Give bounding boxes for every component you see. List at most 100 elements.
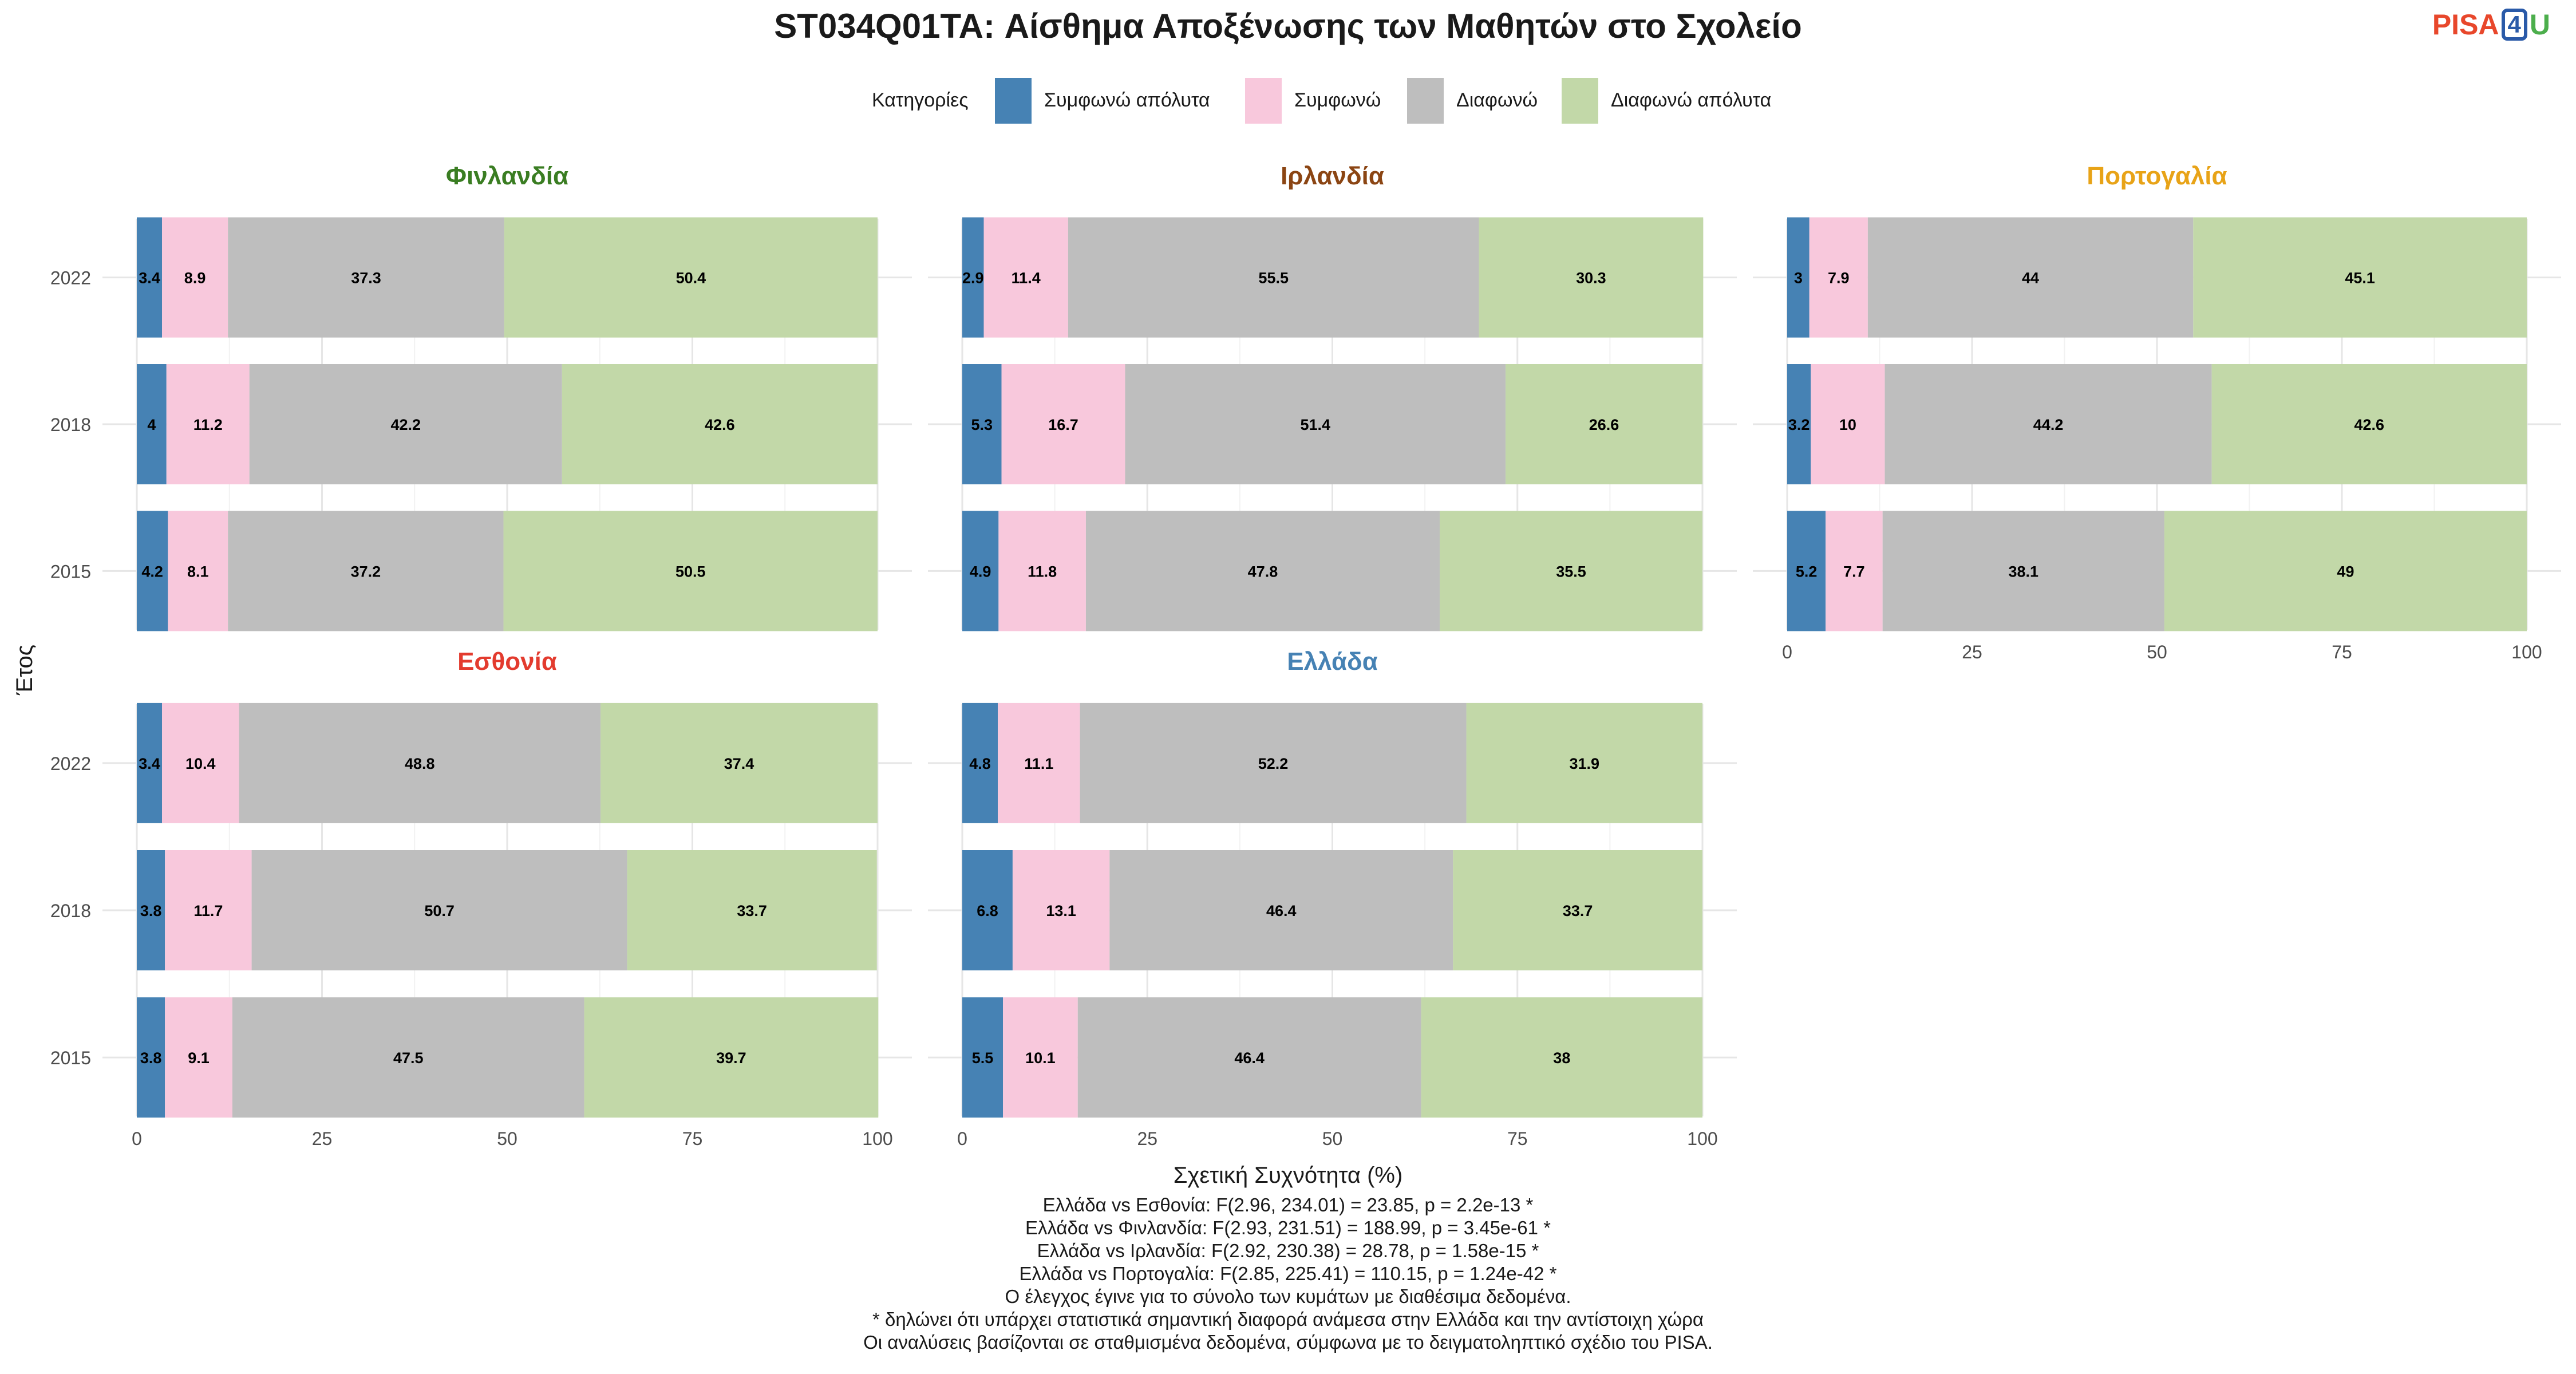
y-tick-label: 2022	[50, 753, 91, 774]
data-label: 51.4	[1300, 416, 1330, 433]
data-label: 38.1	[2009, 563, 2039, 580]
note-line: Οι αναλύσεις βασίζονται σε σταθμισμένα δ…	[863, 1332, 1713, 1353]
bar-segment	[228, 511, 504, 631]
legend-label: Διαφωνώ απόλυτα	[1611, 89, 1771, 111]
legend-swatch	[995, 78, 1032, 124]
bar-segment	[137, 702, 162, 823]
bar-segment	[1787, 364, 1811, 484]
data-label: 47.5	[393, 1049, 424, 1067]
data-label: 48.8	[405, 755, 435, 772]
data-label: 5.2	[1796, 563, 1818, 580]
x-tick-label: 50	[1322, 1128, 1343, 1149]
legend-label: Συμφωνώ	[1294, 89, 1381, 111]
data-label: 52.2	[1258, 755, 1289, 772]
x-tick-label: 0	[1782, 642, 1792, 662]
data-label: 46.4	[1266, 902, 1297, 919]
bar-segment	[228, 217, 504, 338]
data-label: 10.1	[1025, 1049, 1056, 1067]
chart-title: ST034Q01TA: Αίσθημα Αποξένωσης των Μαθητ…	[774, 7, 1801, 45]
data-label: 7.9	[1828, 270, 1850, 287]
data-label: 49	[2337, 563, 2354, 580]
bar-segment	[1882, 511, 2164, 631]
data-label: 45.1	[2345, 270, 2375, 287]
bar-segment	[562, 364, 878, 484]
bar-segment	[137, 217, 162, 338]
data-label: 42.6	[2354, 416, 2385, 433]
data-label: 3.4	[139, 755, 160, 772]
bar-segment	[962, 997, 1003, 1118]
data-label: 3.8	[140, 1049, 162, 1067]
x-tick-label: 25	[312, 1128, 333, 1149]
x-tick-label: 50	[497, 1128, 517, 1149]
y-tick-label: 2018	[50, 414, 91, 435]
bar-segment	[962, 850, 1013, 970]
x-tick-label: 25	[1962, 642, 1982, 662]
logo-pisa-text: PISA	[2432, 9, 2499, 41]
bar-segment	[1453, 850, 1702, 970]
bar-segment	[1506, 364, 1702, 484]
bar-segment	[1466, 702, 1702, 823]
panel-title: Ελλάδα	[1287, 647, 1378, 676]
panel-title: Εσθονία	[457, 647, 557, 676]
x-tick-label: 100	[2511, 642, 2542, 662]
data-label: 8.9	[184, 270, 206, 287]
data-label: 16.7	[1048, 416, 1078, 433]
pisa4u-logo: PISA 4 U	[2432, 8, 2550, 41]
bar-segment	[168, 511, 228, 631]
bar-segment	[249, 364, 562, 484]
data-label: 50.5	[675, 563, 706, 580]
bar-segment	[1811, 364, 1885, 484]
x-tick-label: 100	[1687, 1128, 1717, 1149]
bar-segment	[962, 511, 999, 631]
bar-segment	[1080, 702, 1467, 823]
bar-segment	[1001, 364, 1125, 484]
data-label: 10.4	[185, 755, 216, 772]
legend-swatch	[1562, 78, 1598, 124]
bar-segment	[251, 850, 627, 970]
data-label: 5.5	[972, 1049, 994, 1067]
bar-segment	[1109, 850, 1453, 970]
bar-segment	[600, 702, 878, 823]
data-label: 4.8	[969, 755, 991, 772]
bar-segment	[239, 702, 601, 823]
legend-swatch	[1245, 78, 1282, 124]
data-label: 4	[147, 416, 156, 433]
data-label: 46.4	[1234, 1049, 1265, 1067]
bar-segment	[998, 511, 1086, 631]
bar-segment	[1068, 217, 1479, 338]
data-label: 44.2	[2033, 416, 2064, 433]
data-label: 42.2	[390, 416, 421, 433]
bar-segment	[1479, 217, 1704, 338]
data-label: 9.1	[188, 1049, 210, 1067]
data-label: 33.7	[737, 902, 767, 919]
data-label: 3.2	[1788, 416, 1810, 433]
bar-segment	[166, 364, 250, 484]
data-label: 4.2	[141, 563, 163, 580]
note-line: Ελλάδα vs Φινλανδία: F(2.93, 231.51) = 1…	[1025, 1217, 1551, 1238]
note-line: Ο έλεγχος έγινε για το σύνολο των κυμάτω…	[1005, 1286, 1571, 1307]
data-label: 33.7	[1563, 902, 1593, 919]
y-axis-title: Έτος	[12, 645, 37, 696]
legend-swatch	[1407, 78, 1444, 124]
data-label: 26.6	[1589, 416, 1619, 433]
data-label: 50.4	[676, 270, 706, 287]
data-label: 2.9	[962, 270, 984, 287]
note-line: Ελλάδα vs Εσθονία: F(2.96, 234.01) = 23.…	[1042, 1194, 1534, 1215]
bar-segment	[1826, 511, 1883, 631]
bar-segment	[1439, 511, 1702, 631]
x-axis-title: Σχετική Συχνότητα (%)	[1174, 1163, 1403, 1188]
data-label: 10	[1839, 416, 1856, 433]
bar-segment	[584, 997, 879, 1118]
data-label: 37.2	[351, 563, 381, 580]
data-label: 6.8	[977, 902, 998, 919]
data-label: 3.8	[140, 902, 162, 919]
data-label: 4.9	[970, 563, 991, 580]
bar-segment	[1787, 217, 1809, 338]
bar-segment	[137, 997, 165, 1118]
logo-four-box: 4	[2501, 9, 2527, 41]
y-tick-label: 2022	[50, 268, 91, 289]
bar-segment	[165, 997, 232, 1118]
legend-title: Κατηγορίες	[872, 89, 969, 111]
note-line: * δηλώνει ότι υπάρχει στατιστικά σημαντι…	[872, 1309, 1704, 1330]
bar-segment	[1867, 217, 2194, 338]
